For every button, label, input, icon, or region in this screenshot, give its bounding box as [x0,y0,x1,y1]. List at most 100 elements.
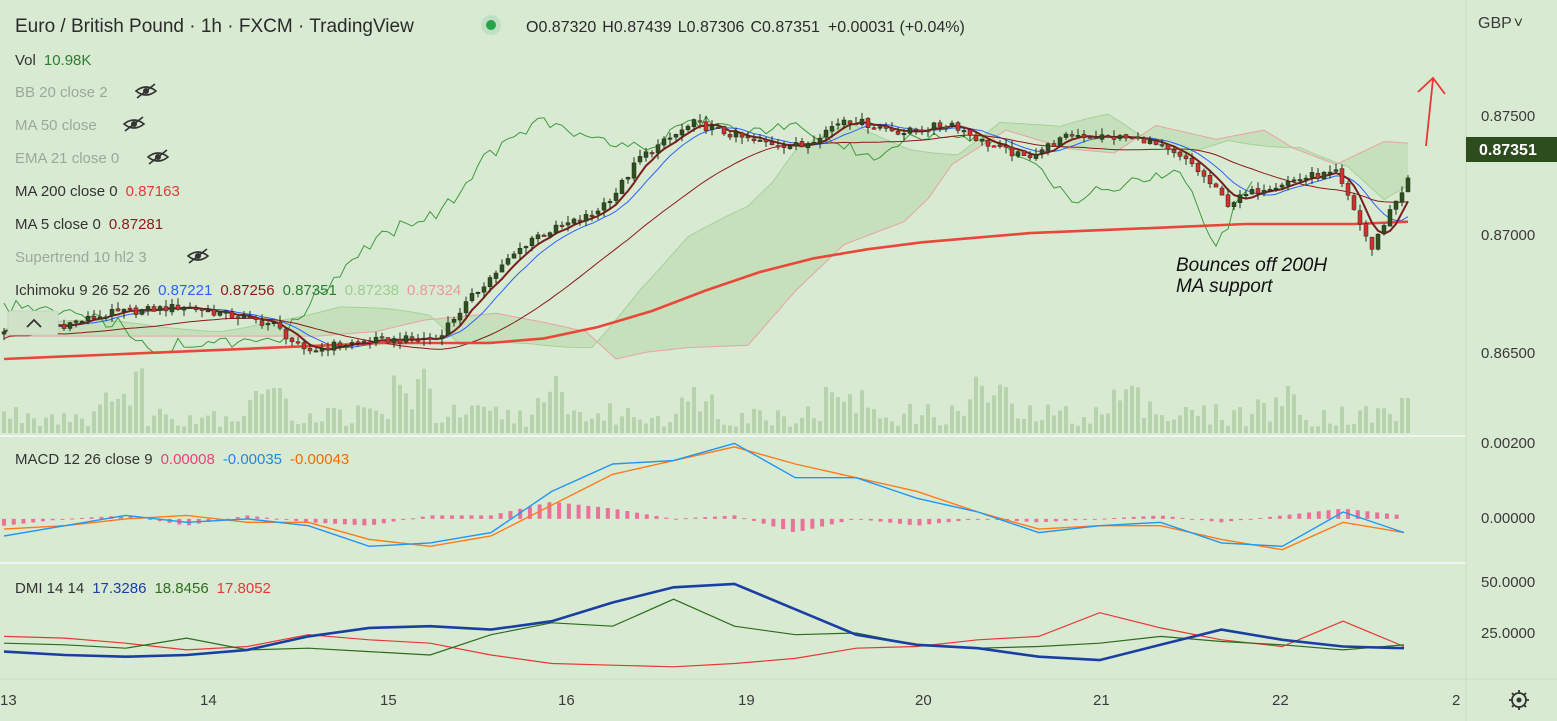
candle-body [931,122,937,131]
candle [601,197,607,217]
candle-body [1363,223,1369,237]
volume-bar [224,416,228,433]
candle-body [721,125,727,135]
volume-bar [266,389,270,433]
candle-body [1279,184,1285,188]
macd-histogram-bar [1365,511,1370,519]
volume-bar [1400,398,1404,433]
time-axis[interactable]: 13 14 15 16 19 20 21 22 2 [0,692,1460,709]
candle [103,314,109,321]
volume-bar [368,408,372,433]
candle-body [409,336,415,340]
legend-ma50[interactable]: MA 50 close [15,117,97,134]
macd-histogram-bar [323,518,328,524]
legend-vol[interactable]: Vol 10.98K [15,52,91,69]
candle-body [1069,134,1075,137]
candle-body [1201,170,1207,177]
candle-body [811,141,817,145]
volume-bar [440,422,444,433]
candle [1369,236,1375,256]
volume-bar [842,401,846,433]
legend-ma5[interactable]: MA 5 close 0 0.87281 [15,216,163,233]
legend-macd[interactable]: MACD 12 26 close 9 0.00008 -0.00035 -0.0004… [15,451,349,468]
legend-bb[interactable]: BB 20 close 2 [15,84,108,101]
candle-body [871,127,877,130]
volume-bar [1298,414,1302,433]
candle [703,115,709,134]
candle [715,123,721,129]
volume-bar [1094,407,1098,433]
macd-histogram-bar [508,511,513,519]
bounce-annotation[interactable]: Bounces off 200H MA support [1176,76,1446,297]
volume-bar [326,408,330,433]
volume-bar [428,388,432,433]
candle-body [259,320,265,326]
eye-off-icon[interactable] [134,83,158,99]
legend-ma200[interactable]: MA 200 close 0 0.87163 [15,183,180,200]
candle-body [487,277,493,288]
candle-body [1195,162,1201,173]
candle-body [421,337,427,340]
macd-histogram-bar [488,515,493,519]
macd-histogram-bar [547,502,552,519]
volume-bar [578,411,582,433]
settings-gear-icon[interactable] [1509,690,1529,710]
candle [511,251,517,259]
macd-histogram-bar [381,518,386,524]
candle [409,332,415,343]
volume-bar [1154,414,1158,433]
candle-body [1345,183,1351,196]
eye-off-icon[interactable] [122,116,146,132]
eye-off-icon[interactable] [146,149,170,165]
eye-off-icon[interactable] [186,248,210,264]
collapse-legend-button[interactable] [7,310,59,336]
macd-histogram-bar [1131,516,1136,519]
legend-dmi[interactable]: DMI 14 14 17.3286 18.8456 17.8052 [15,580,271,597]
candle-body [559,224,565,227]
candle-body [469,293,475,301]
svg-text:0.87500: 0.87500 [1481,108,1535,125]
volume-bar [836,397,840,433]
legend-ema21[interactable]: EMA 21 close 0 [15,150,119,167]
candle [295,336,301,345]
legend-supertrend[interactable]: Supertrend 10 hl2 3 [15,249,147,266]
candle-body [763,139,769,143]
candle [253,315,259,324]
candle [397,332,403,349]
macd-histogram-bar [917,518,922,526]
volume-bar [350,423,354,433]
volume-bar [1310,426,1314,433]
candle [463,296,469,317]
candle [553,220,559,235]
candle-body [655,144,661,154]
macd-histogram-bar [1170,516,1175,519]
volume-bar [1004,387,1008,433]
currency-selector[interactable]: GBP ˅ [1478,15,1523,32]
volume-bar [1406,397,1410,433]
macd-histogram-bar [975,518,980,520]
candle [745,131,751,142]
price-axis[interactable]: 0.87500 0.87000 0.86500 0.87351 0.00200 … [1466,108,1557,642]
candle-body [835,123,841,126]
candle-body [433,338,439,341]
macd-histogram-bar [274,518,279,520]
volume-bar [1166,421,1170,433]
volume-bar [968,399,972,433]
macd-histogram-bar [303,518,308,523]
legend-ichimoku[interactable]: Ichimoku 9 26 52 26 0.87221 0.87256 0.87351… [15,282,461,299]
candle-body [589,214,595,217]
macd-histogram-bar [469,515,474,519]
macd-histogram-bar [294,518,299,521]
volume-bar [1148,401,1152,433]
macd-histogram-bar [898,518,902,524]
volume-bar [1250,413,1254,433]
candle-body [343,345,349,348]
candle-body [565,222,571,226]
macd-histogram-bar [751,518,756,521]
volume-bar [356,405,360,433]
volume-bar [128,405,132,433]
symbol-title[interactable]: Euro / British Pound · 1h · FXCM · Tradi… [15,16,414,37]
candle-body [361,340,367,343]
candle-body [1111,136,1117,140]
candle-body [961,130,967,133]
